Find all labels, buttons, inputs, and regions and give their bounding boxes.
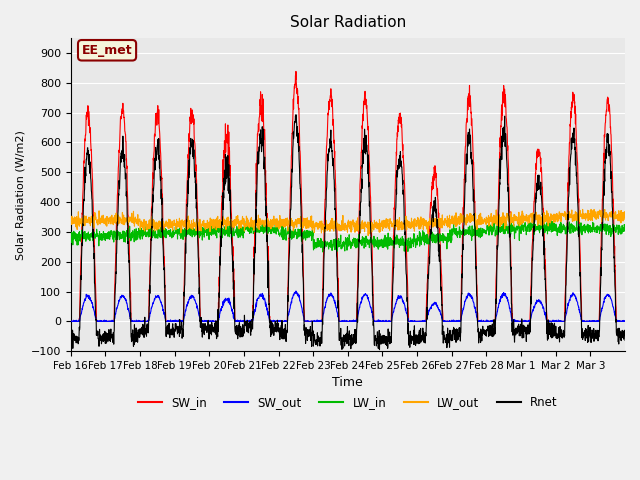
Legend: SW_in, SW_out, LW_in, LW_out, Rnet: SW_in, SW_out, LW_in, LW_out, Rnet	[133, 392, 563, 414]
Y-axis label: Solar Radiation (W/m2): Solar Radiation (W/m2)	[15, 130, 25, 260]
Text: EE_met: EE_met	[82, 44, 132, 57]
X-axis label: Time: Time	[332, 376, 364, 389]
Title: Solar Radiation: Solar Radiation	[290, 15, 406, 30]
